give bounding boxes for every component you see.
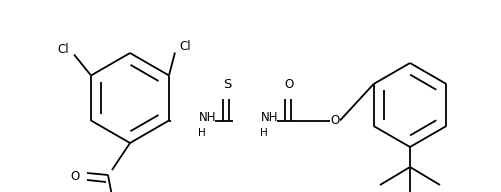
Text: NH: NH xyxy=(261,111,278,124)
Text: O: O xyxy=(71,170,80,183)
Text: H: H xyxy=(260,128,268,138)
Text: NH: NH xyxy=(198,111,216,124)
Text: Cl: Cl xyxy=(179,40,190,53)
Text: Cl: Cl xyxy=(57,43,69,56)
Text: O: O xyxy=(330,114,339,127)
Text: S: S xyxy=(222,78,230,90)
Text: O: O xyxy=(284,78,293,90)
Text: H: H xyxy=(198,128,205,138)
